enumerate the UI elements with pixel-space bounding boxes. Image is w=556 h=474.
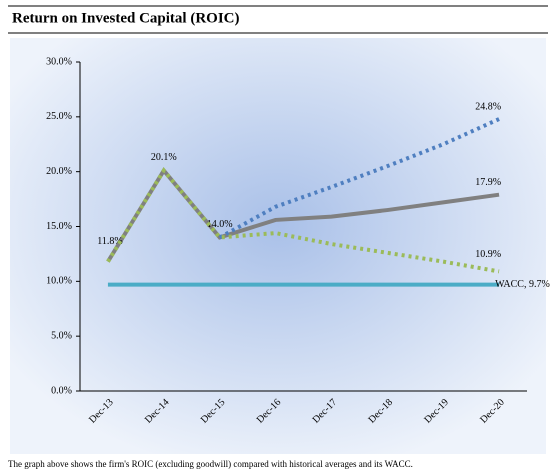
series-line bbox=[106, 167, 500, 274]
chart-title: Return on Invested Capital (ROIC) bbox=[12, 10, 240, 26]
y-tick-label: 10.0% bbox=[46, 276, 72, 287]
data-label: 24.8% bbox=[475, 101, 501, 112]
data-label: 20.1% bbox=[151, 152, 177, 163]
footnote: The graph above shows the firm's ROIC (e… bbox=[8, 459, 413, 469]
y-tick-label: 15.0% bbox=[46, 221, 72, 232]
series-line bbox=[218, 117, 500, 240]
data-label: 14.0% bbox=[207, 219, 233, 230]
data-label: 10.9% bbox=[475, 249, 501, 260]
plot-background bbox=[10, 38, 546, 454]
y-tick-label: 20.0% bbox=[46, 166, 72, 177]
data-label: 11.8% bbox=[97, 236, 122, 247]
y-tick-label: 25.0% bbox=[46, 111, 72, 122]
y-tick-label: 0.0% bbox=[51, 385, 72, 396]
y-tick-label: 30.0% bbox=[46, 56, 72, 67]
data-label: 17.9% bbox=[475, 177, 501, 188]
y-tick-label: 5.0% bbox=[51, 330, 72, 341]
data-label: WACC, 9.7% bbox=[495, 279, 550, 290]
